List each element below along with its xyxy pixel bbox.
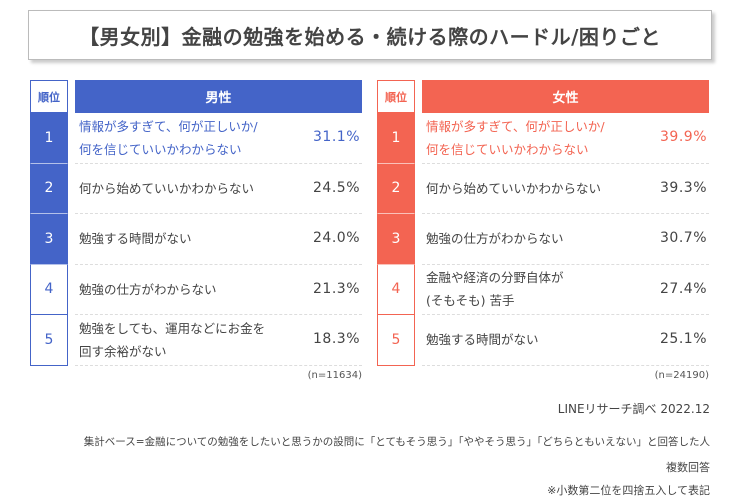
table-row: 勉強の仕方がわからない 21.3% [75,265,362,315]
reason-line-2: 何を信じていいかわからない [426,141,589,157]
table-row: 何から始めていいかわからない 24.5% [75,164,362,214]
reason-line-2: 何を信じていいかわからない [79,141,242,157]
reason-text: 勉強の仕方がわからない [426,227,564,250]
percentage: 24.0% [313,230,360,247]
reason-line-2: (そもそも) 苦手 [426,293,515,309]
rank-cell: 3 [30,214,68,265]
rank-cell: 4 [30,264,68,315]
base-note: 集計ベース=金融についての勉強をしたいと思うかの設問に「とてもそう思う」「ややそ… [83,436,710,448]
male-header: 男性 [75,80,362,113]
reason-line-1: 何から始めていいかわからない [426,180,602,196]
table-row: 勉強をしても、運用などにお金を 回す余裕がない 18.3% [75,315,362,366]
percentage: 24.5% [313,179,360,196]
rank-header: 順位 [30,80,68,113]
table-row: 情報が多すぎて、何が正しいか/何を信じていいかわからない 39.9% [422,113,709,164]
reason-text: 勉強する時間がない [426,328,539,351]
percentage: 21.3% [313,280,360,297]
reason-line-1: 情報が多すぎて、何が正しいか/ [79,118,258,134]
reason-line-1: 情報が多すぎて、何が正しいか/ [426,118,605,134]
reason-line-1: 勉強する時間がない [426,332,539,348]
percentage: 30.7% [660,230,707,247]
percentage: 39.3% [660,179,707,196]
reason-text: 情報が多すぎて、何が正しいか/何を信じていいかわからない [426,115,605,161]
reason-text: 金融や経済の分野自体が (そもそも) 苦手 [426,266,564,312]
percentage: 27.4% [660,280,707,297]
page-title: 【男女別】金融の勉強を始める・続ける際のハードル/困りごと [28,10,712,60]
reason-text: 情報が多すぎて、何が正しいか/何を信じていいかわからない [79,115,258,161]
table-row: 勉強する時間がない 24.0% [75,214,362,265]
male-ranking-table: 順位 1 2 3 4 5 男性 情報が多すぎて、何が正しいか/何を信じていいかわからない 3… [30,80,362,390]
rank-cell: 2 [30,163,68,214]
reason-line-1: 勉強の仕方がわからない [79,281,217,297]
rank-cell: 1 [377,113,415,164]
rank-cell: 5 [30,315,68,366]
rank-column: 順位 1 2 3 4 5 [30,80,68,366]
table-row: 何から始めていいかわからない 39.3% [422,164,709,214]
reason-line-1: 勉強する時間がない [79,231,192,247]
reason-line-1: 勉強の仕方がわからない [426,231,564,247]
percentage: 31.1% [313,129,360,146]
reason-text: 勉強する時間がない [79,227,192,250]
sample-size: (n=24190) [654,370,709,381]
rank-cell: 1 [30,113,68,164]
sample-size: (n=11634) [307,370,362,381]
female-header: 女性 [422,80,709,113]
reason-line-2: 回す余裕がない [79,343,167,359]
percentage: 18.3% [313,331,360,348]
table-row: 勉強する時間がない 25.1% [422,315,709,366]
percentage: 39.9% [660,129,707,146]
table-row: 金融や経済の分野自体が (そもそも) 苦手 27.4% [422,265,709,315]
percentage: 25.1% [660,331,707,348]
table-row: 勉強の仕方がわからない 30.7% [422,214,709,265]
reason-text: 何から始めていいかわからない [79,177,254,200]
reason-line-1: 勉強をしても、運用などにお金を [79,320,266,336]
table-row: 情報が多すぎて、何が正しいか/何を信じていいかわからない 31.1% [75,113,362,164]
reason-text: 何から始めていいかわからない [426,177,601,200]
reason-text: 勉強の仕方がわからない [79,278,217,301]
reason-text: 勉強をしても、運用などにお金を 回す余裕がない [79,317,265,363]
rank-cell: 4 [377,264,415,315]
reason-line-1: 何から始めていいかわからない [79,180,255,196]
rank-header: 順位 [377,80,415,113]
rank-cell: 5 [377,315,415,366]
source-credit: LINEリサーチ調べ 2022.12 [557,402,710,416]
reason-line-1: 金融や経済の分野自体が [426,270,564,286]
rounding-note: ※小数第二位を四捨五入して表記 [547,484,710,497]
female-ranking-table: 順位 1 2 3 4 5 女性 情報が多すぎて、何が正しいか/何を信じていいかわからない 3… [377,80,709,390]
rank-cell: 3 [377,214,415,265]
rank-cell: 2 [377,163,415,214]
multiple-answer-note: 複数回答 [666,461,710,474]
rank-column: 順位 1 2 3 4 5 [377,80,415,366]
